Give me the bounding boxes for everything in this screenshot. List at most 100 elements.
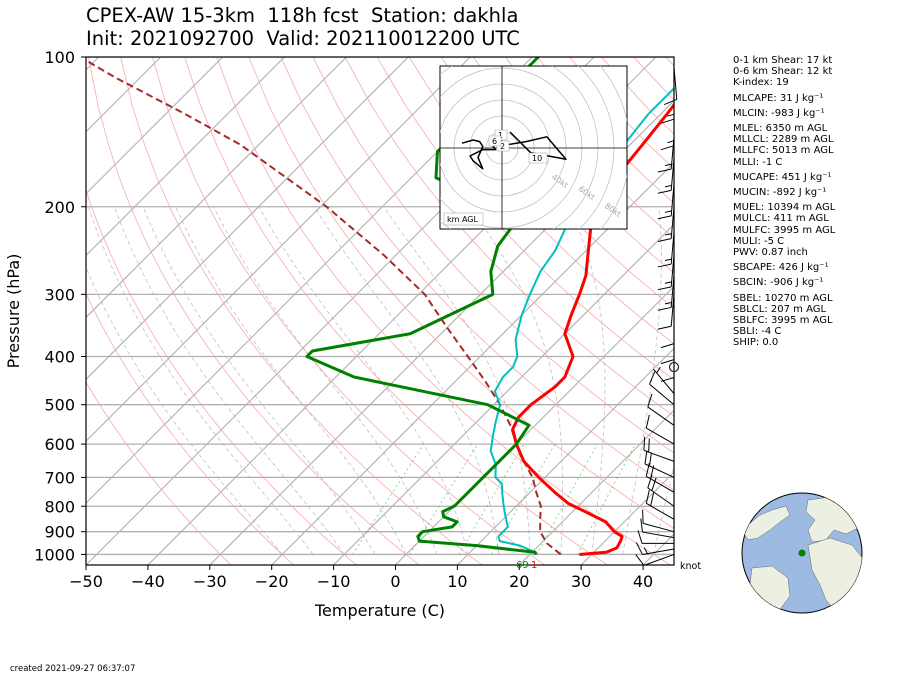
wind-barb	[663, 67, 678, 106]
barb-half	[656, 366, 661, 374]
dry-adiabat	[216, 57, 671, 565]
x-axis-label: Temperature (C)	[314, 601, 445, 620]
moist-adiabat	[113, 206, 345, 555]
index-row: MLLFC: 5013 m AGL	[733, 145, 834, 157]
wind-barb	[640, 518, 675, 539]
barb-half	[664, 301, 672, 305]
wind-barb	[653, 366, 675, 394]
barb-staff	[670, 232, 675, 265]
index-row: SBLI: -4 C	[733, 326, 782, 338]
isotherm	[86, 57, 285, 257]
axes: −50 −40 −30 −20 −10 0 10 20 30 40 100 200 300 400 500 6…	[34, 48, 653, 591]
hodograph-height-label: 6	[492, 137, 497, 146]
chart-title-line-2: Init: 2021092700 Valid: 202110012200 UTC	[86, 27, 520, 50]
y-tick-label: 900	[44, 523, 75, 542]
barb-staff	[642, 522, 675, 533]
barb-staff	[670, 294, 675, 327]
isotherm	[86, 57, 471, 442]
isotherm	[209, 100, 674, 565]
dry-adiabat	[376, 57, 674, 381]
y-tick-label: 1000	[34, 545, 75, 564]
wind-barb	[644, 450, 675, 478]
barb-flag	[650, 492, 655, 506]
isotherm	[580, 471, 674, 565]
moist-adiabat	[142, 206, 376, 555]
barb-staff	[670, 254, 675, 287]
x-tick-label: 10	[447, 572, 467, 591]
x-tick-label: −10	[317, 572, 351, 591]
index-row: SBCIN: -906 J kg⁻¹	[733, 277, 824, 289]
barb-half	[664, 281, 672, 284]
hodograph-height-label: 10	[532, 154, 542, 163]
isotherm	[86, 57, 409, 381]
station-marker	[798, 549, 806, 557]
hodograph-axis-label: km AGL	[447, 215, 479, 224]
wind-barb	[657, 254, 675, 291]
barb-half	[643, 547, 648, 554]
index-row: MUCIN: -892 J kg⁻¹	[733, 187, 827, 199]
surface-dewpoint-label: 69	[516, 560, 529, 571]
index-row: MULI: -5 C	[733, 235, 785, 247]
moist-adiabat	[87, 206, 314, 555]
barb-half	[664, 210, 672, 213]
hodograph-frame	[439, 65, 628, 230]
x-tick-label: 40	[633, 572, 653, 591]
barb-half	[664, 163, 672, 167]
plot-frame	[85, 56, 675, 566]
barb-staff	[670, 275, 675, 308]
wind-barb	[657, 137, 675, 173]
barb-staff	[673, 67, 678, 100]
index-row: SBEL: 10270 m AGL	[733, 292, 833, 304]
moist-adiabat	[258, 206, 469, 555]
dry-adiabat	[120, 57, 483, 565]
moist-adiabat	[568, 206, 606, 555]
x-tick-label: −50	[69, 572, 103, 591]
barb-flag	[645, 414, 650, 429]
barb-staff	[644, 463, 675, 478]
x-tick-label: −20	[255, 572, 289, 591]
index-row: MLLCL: 2289 m AGL	[733, 134, 834, 146]
barb-half	[664, 233, 672, 236]
barb-flag	[657, 168, 672, 173]
barb-staff	[646, 427, 675, 445]
index-row: MLCAPE: 31 J kg⁻¹	[733, 92, 824, 104]
wind-barbs	[635, 67, 679, 566]
height-label-box	[488, 135, 502, 147]
barb-staff	[643, 553, 675, 566]
index-row: MULCL: 411 m AGL	[733, 213, 829, 225]
y-tick-label: 400	[44, 348, 75, 367]
barb-staff	[647, 406, 675, 426]
y-tick-label: 100	[44, 48, 75, 67]
barb-staff	[670, 183, 675, 216]
barb-flag	[635, 542, 643, 555]
barb-flag	[649, 371, 656, 385]
hodograph-height-label: 1	[498, 131, 503, 140]
created-timestamp: created 2021-09-27 06:37:07	[10, 664, 136, 674]
mixing-ratio-line	[458, 443, 525, 555]
barb-staff	[670, 158, 675, 191]
moist-adiabat	[469, 206, 564, 555]
x-tick-label: 30	[571, 572, 591, 591]
barb-flag	[651, 477, 657, 491]
barb-flag	[663, 98, 677, 106]
chart-title-line-1: CPEX-AW 15-3km 118h fcst Station: dakhla	[86, 4, 519, 27]
y-tick-label: 500	[44, 396, 75, 415]
mixing-ratio-line	[352, 443, 425, 555]
barb-flag	[637, 530, 643, 544]
barb-staff	[670, 206, 675, 239]
barb-flag	[660, 359, 675, 365]
barb-flag	[640, 518, 643, 533]
index-row: K-index: 19	[733, 77, 789, 89]
barb-staff	[653, 368, 675, 394]
wind-barb	[637, 530, 674, 544]
mixing-ratio-line	[577, 443, 636, 555]
isotherm	[86, 57, 347, 319]
barb-flag	[657, 238, 672, 242]
dry-adiabat	[86, 188, 357, 565]
sounding-indices-panel: 0-1 km Shear: 17 kt 0-6 km Shear: 12 kt K-…	[733, 55, 835, 349]
barb-flag	[644, 450, 648, 464]
dry-adiabat	[86, 381, 232, 565]
hodograph-trace	[461, 131, 567, 170]
